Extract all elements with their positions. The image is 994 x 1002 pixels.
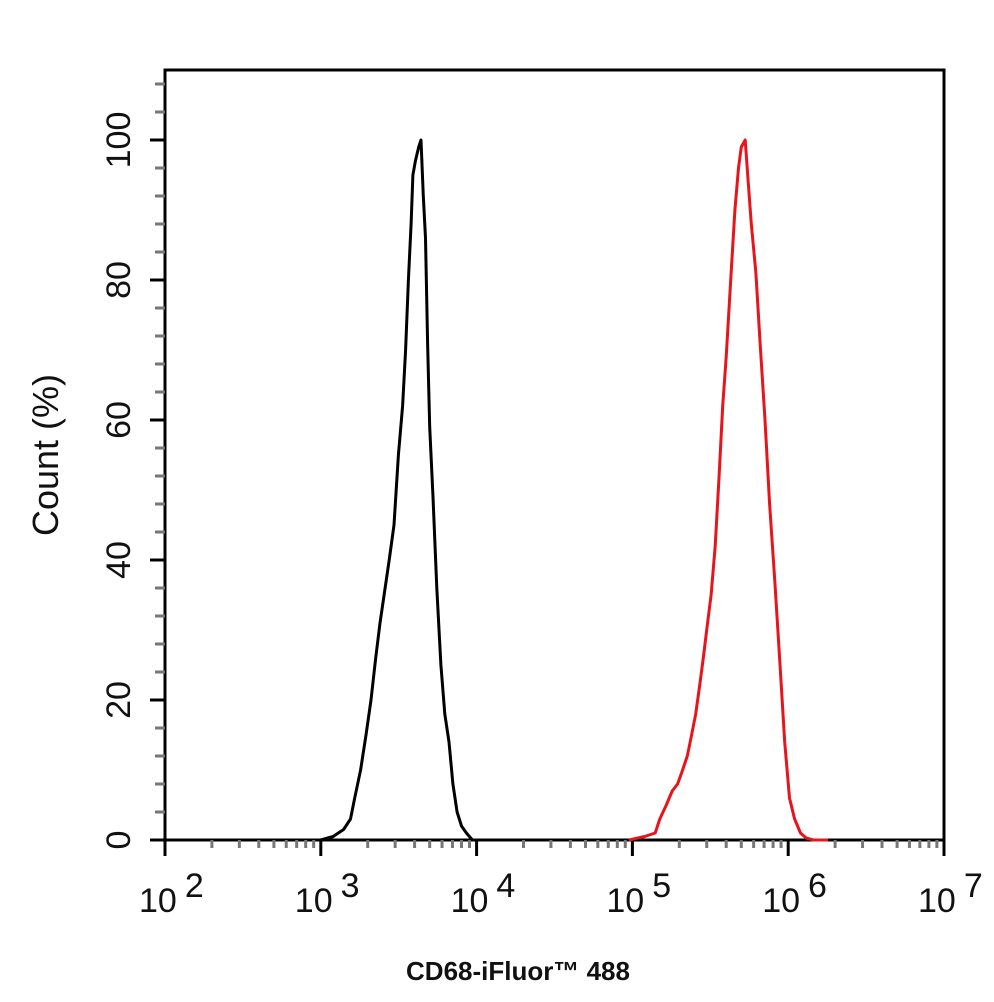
y-tick-label: 60 — [100, 401, 138, 439]
x-tick-label: 10 5 — [606, 867, 671, 920]
plot-frame — [163, 68, 946, 842]
series-line-1 — [320, 138, 500, 842]
x-axis: 10 2 10 3 10 4 10 5 10 6 10 7 — [139, 840, 983, 920]
series-layer — [320, 138, 828, 842]
x-tick-label: 10 6 — [762, 867, 827, 920]
x-tick-label: 10 7 — [918, 867, 983, 920]
y-tick-label: 80 — [100, 261, 138, 299]
y-tick-label: 20 — [100, 681, 138, 719]
series-line-2 — [628, 138, 828, 842]
x-tick-label: 10 3 — [295, 867, 360, 920]
y-tick-label: 100 — [100, 112, 138, 169]
y-axis: 0 20 40 60 80 100 — [100, 82, 165, 850]
y-tick-label: 40 — [100, 541, 138, 579]
x-tick-label: 10 2 — [139, 867, 204, 920]
y-axis-title: Count (%) — [25, 374, 66, 536]
x-tick-label: 10 4 — [451, 867, 516, 920]
x-axis-title: CD68-iFluor™ 488 — [406, 956, 630, 986]
y-tick-label: 0 — [100, 831, 138, 850]
